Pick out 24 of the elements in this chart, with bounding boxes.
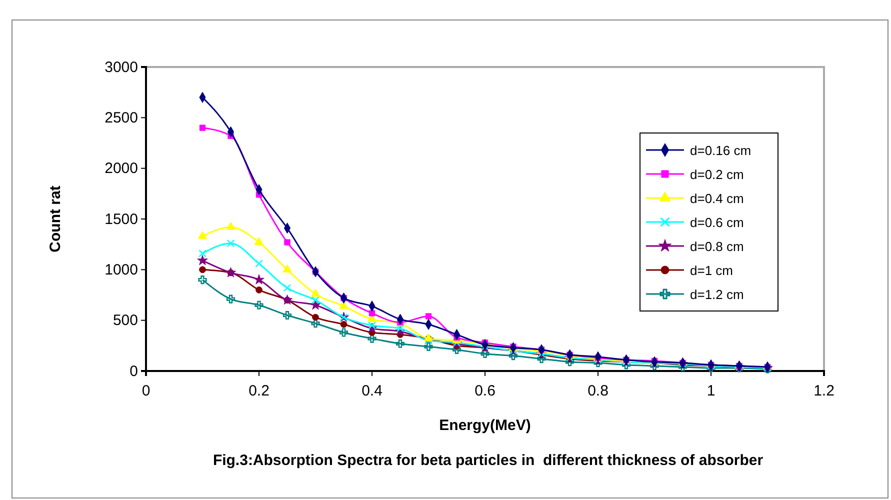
x-tick-label: 1 bbox=[706, 382, 716, 400]
y-axis-title: Count rat bbox=[47, 186, 64, 252]
x-tick-label: 0.2 bbox=[248, 382, 270, 400]
y-tick-label: 500 bbox=[112, 312, 138, 330]
legend-label: d=0.4 cm bbox=[690, 191, 744, 206]
legend-label: d=0.2 cm bbox=[690, 167, 744, 182]
x-tick-label: 0.6 bbox=[474, 382, 496, 400]
y-tick-label: 2000 bbox=[104, 160, 138, 178]
y-tick-label: 0 bbox=[130, 362, 138, 380]
y-tick-label: 2500 bbox=[104, 109, 138, 126]
x-tick-label: 0.4 bbox=[362, 382, 382, 400]
y-tick-label: 3000 bbox=[104, 58, 138, 76]
x-tick-label: 0 bbox=[142, 382, 150, 400]
legend-label: d=1 cm bbox=[690, 263, 733, 278]
x-tick-label: 0.8 bbox=[588, 382, 608, 400]
legend-label: d=0.16 cm bbox=[690, 143, 752, 158]
x-tick-label: 1.2 bbox=[814, 382, 834, 400]
text: Fig.3:Absorption Spectra for beta particles in different thickness of absorber bbox=[212, 452, 764, 469]
y-tick-label: 1500 bbox=[104, 210, 138, 228]
x-axis-title: Energy(MeV) bbox=[439, 417, 531, 434]
y-tick-label: 1000 bbox=[104, 261, 138, 278]
legend-label: d=0.8 cm bbox=[690, 239, 744, 254]
legend-label: d=1.2 cm bbox=[690, 287, 744, 302]
legend-label: d=0.6 cm bbox=[690, 215, 744, 230]
